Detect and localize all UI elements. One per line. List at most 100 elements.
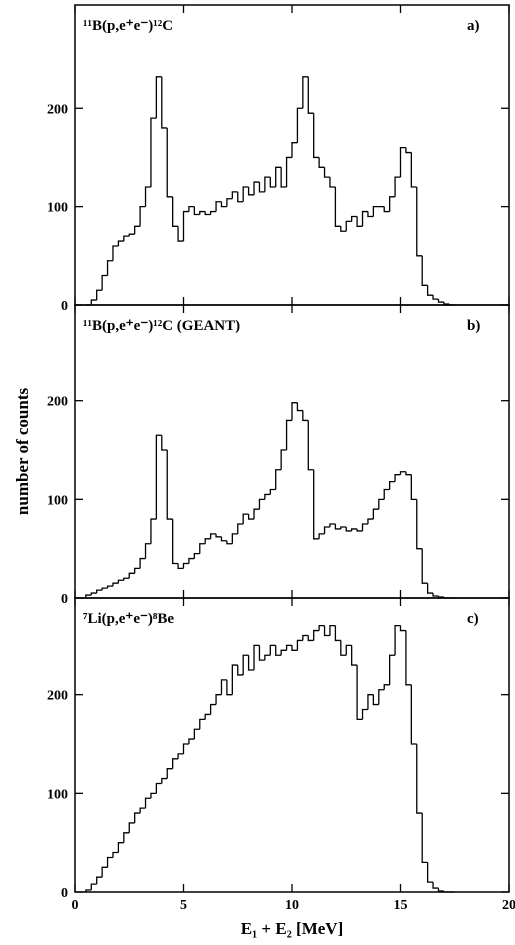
histogram-bin <box>85 889 92 892</box>
histogram-bin <box>296 107 303 143</box>
histogram-bin <box>405 630 412 686</box>
histogram-bin <box>361 523 368 531</box>
histogram-bin <box>285 156 292 187</box>
histogram-bin <box>275 469 282 490</box>
histogram-bin <box>437 299 444 303</box>
histogram-bin <box>313 469 320 540</box>
histogram-bin <box>389 654 396 685</box>
histogram-bin <box>161 777 168 784</box>
histogram-bin <box>134 567 141 574</box>
histogram-bin <box>399 146 406 178</box>
histogram-bin <box>291 402 298 421</box>
histogram-bin <box>242 654 249 675</box>
histogram-bin <box>188 557 195 564</box>
histogram-bin <box>313 113 320 159</box>
histogram-bin <box>226 540 233 545</box>
histogram-bin <box>405 147 412 154</box>
histogram-bin <box>356 528 363 532</box>
histogram-bin <box>128 822 135 833</box>
histogram-bin <box>405 471 412 476</box>
histogram-bin <box>182 210 189 242</box>
panel-label: b) <box>467 318 480 334</box>
histogram-bin <box>237 523 244 534</box>
histogram-bin <box>291 142 298 158</box>
histogram-bin <box>383 488 390 500</box>
histogram-bin <box>432 295 439 300</box>
histogram-bin <box>345 644 352 656</box>
histogram-bin <box>383 684 390 690</box>
histogram-bin <box>356 665 363 720</box>
histogram-bin <box>182 562 189 569</box>
histogram-bin <box>269 488 276 495</box>
histogram-bin <box>155 76 162 119</box>
histogram-bin <box>193 728 200 740</box>
histogram-bin <box>302 410 309 422</box>
histogram-bin <box>96 289 103 301</box>
y-axis-label: number of counts <box>13 388 32 516</box>
histogram-bin <box>101 274 108 291</box>
histogram-bin <box>106 856 113 868</box>
histogram-bin <box>128 233 135 237</box>
histogram-bin <box>426 285 434 296</box>
panel-label: c) <box>467 611 479 627</box>
histogram-bin <box>280 649 287 656</box>
histogram-bin <box>302 634 309 641</box>
histogram-bin <box>155 782 162 794</box>
histogram-bin <box>307 76 314 114</box>
panel-title: ¹¹B(p,e⁺e⁻)¹²C (GEANT) <box>83 318 240 334</box>
x-tick-label: 0 <box>72 898 79 913</box>
histogram-bin <box>177 753 184 759</box>
histogram-bin <box>280 167 287 188</box>
histogram-bin <box>351 528 358 531</box>
histogram-bin <box>383 206 390 213</box>
histogram-bin <box>215 201 222 212</box>
histogram-bin <box>177 226 184 242</box>
y-tick-label: 100 <box>47 787 68 802</box>
histogram-bin <box>345 526 352 532</box>
histogram-bin <box>296 402 303 412</box>
y-tick-label: 0 <box>61 299 68 314</box>
histogram-bin <box>231 533 238 544</box>
histogram-bin <box>416 186 423 257</box>
histogram-bin <box>443 302 450 305</box>
histogram-bin <box>242 186 249 202</box>
histogram-bin <box>144 797 151 809</box>
histogram-bin <box>209 210 217 215</box>
histogram-bin <box>329 177 336 188</box>
histogram-bin <box>361 708 368 720</box>
histogram-bin <box>302 76 309 109</box>
histogram-bin <box>161 76 168 129</box>
histogram-bin <box>399 625 406 632</box>
histogram-bin <box>209 533 217 539</box>
histogram-bin <box>106 260 113 276</box>
panel-frame <box>74 304 510 599</box>
histogram-bin <box>432 882 439 889</box>
histogram-bin <box>378 689 385 705</box>
histogram-bin <box>313 629 320 641</box>
histogram-bin <box>269 644 276 656</box>
histogram-bin <box>323 625 330 637</box>
histogram-bin <box>345 220 352 232</box>
histogram-bin <box>220 679 227 695</box>
histogram-bin <box>356 216 363 227</box>
histogram-bin <box>237 191 244 203</box>
panel-label: a) <box>467 18 480 34</box>
histogram-bin <box>106 585 113 589</box>
histogram-bin <box>291 645 298 651</box>
histogram-bin <box>247 186 255 196</box>
histogram-bin <box>372 694 379 706</box>
histogram-bin <box>90 299 97 305</box>
histogram-bin <box>426 583 434 594</box>
histogram-bin <box>166 450 173 520</box>
histogram-bin <box>90 592 97 596</box>
histogram-bin <box>226 679 233 696</box>
histogram-bin <box>204 211 211 216</box>
histogram-bin <box>96 876 103 885</box>
histogram-bin <box>139 557 146 569</box>
y-tick-label: 200 <box>47 102 68 117</box>
histogram-bin <box>389 196 396 212</box>
histogram-bin <box>112 851 119 858</box>
histogram-bin <box>340 526 347 529</box>
histogram-bin <box>372 508 379 520</box>
